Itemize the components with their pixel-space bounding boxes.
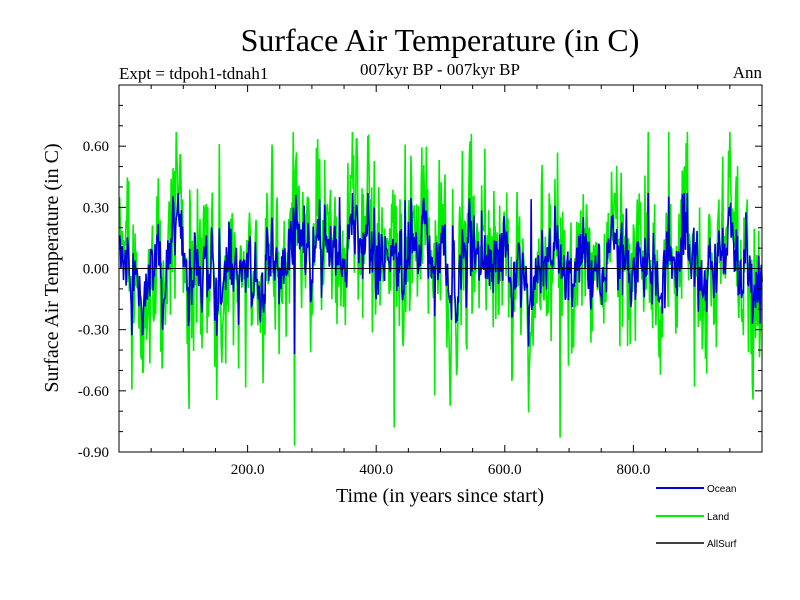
y-tick-label: -0.90 [78, 445, 109, 461]
chart-title: Surface Air Temperature (in C) [241, 22, 640, 58]
y-tick-label: 0.00 [83, 262, 109, 278]
y-tick-label: 0.30 [83, 200, 109, 216]
legend-label-allsurf: AllSurf [707, 539, 737, 550]
x-tick-label: 200.0 [231, 462, 265, 478]
y-tick-label: 0.60 [83, 139, 109, 155]
chart-subtitle: 007kyr BP - 007kyr BP [360, 60, 520, 79]
expt-label: Expt = tdpoh1-tdnah1 [119, 64, 268, 83]
legend: Ocean Land AllSurf [656, 484, 737, 550]
legend-label-land: Land [707, 512, 729, 523]
series-line-ocean [118, 193, 763, 355]
legend-label-ocean: Ocean [707, 484, 736, 495]
season-label: Ann [733, 63, 763, 82]
y-tick-label: -0.60 [78, 384, 109, 400]
plot-area [118, 131, 763, 446]
x-axis: 200.0 400.0 600.0 800.0 [150, 85, 731, 478]
y-axis-label: Surface Air Temperature (in C) [41, 143, 63, 392]
y-axis: -0.90 -0.60 -0.30 0.00 0.30 0.60 [78, 84, 762, 461]
x-tick-label: 400.0 [359, 462, 393, 478]
x-tick-label: 600.0 [488, 462, 522, 478]
x-axis-label: Time (in years since start) [336, 485, 544, 507]
x-tick-label: 800.0 [617, 462, 651, 478]
y-tick-label: -0.30 [78, 323, 109, 339]
